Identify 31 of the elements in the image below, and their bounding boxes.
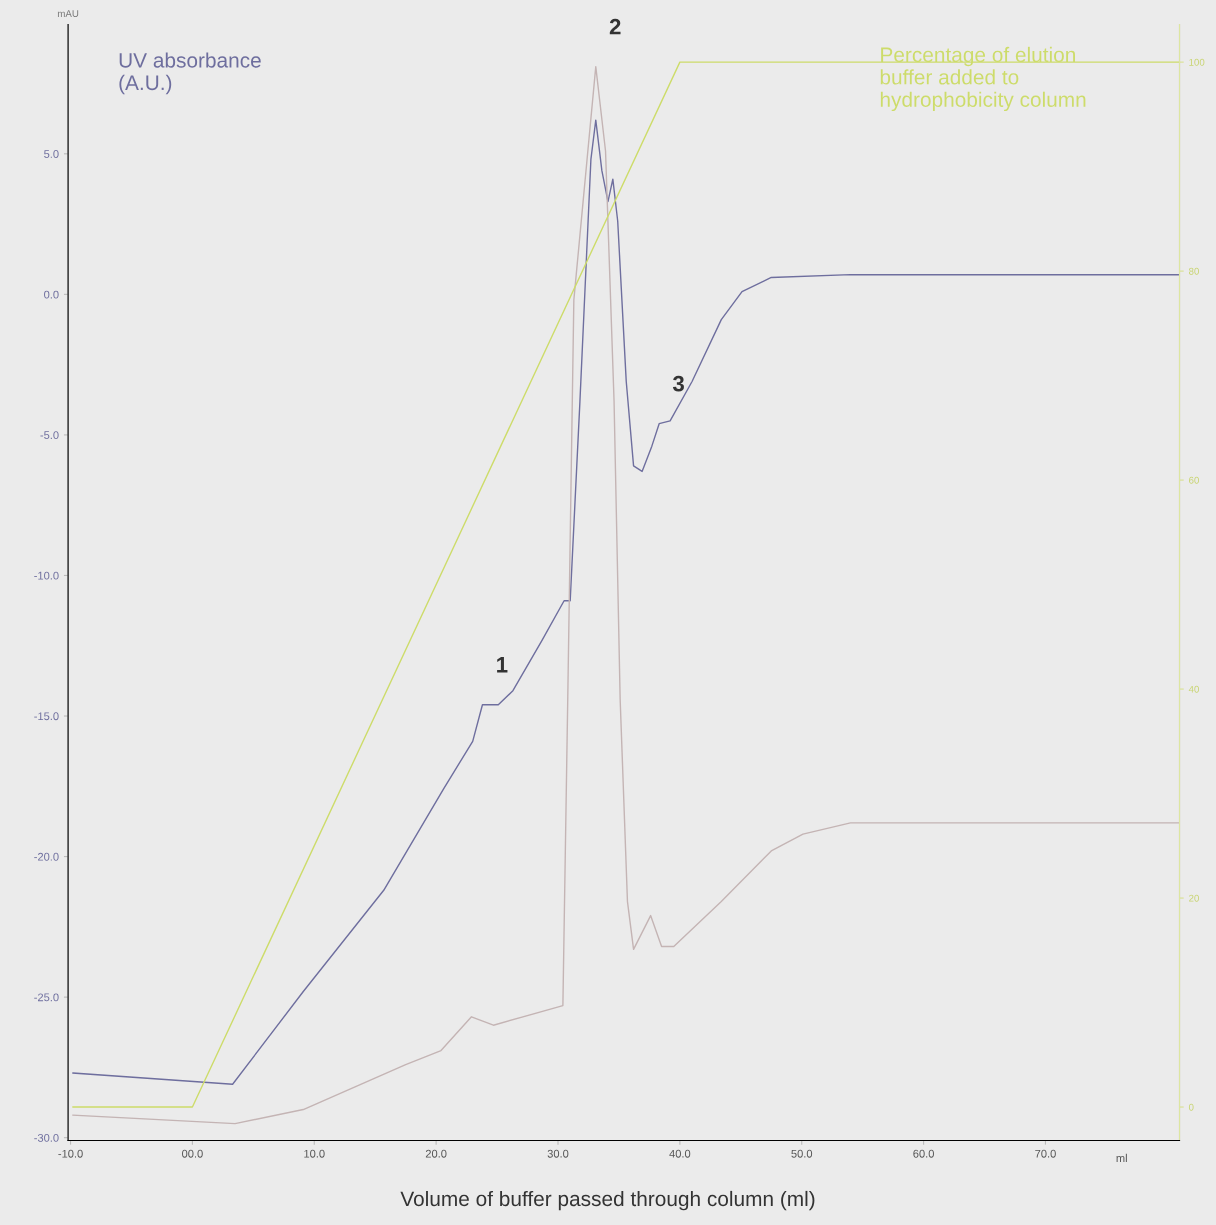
y-tick-label: -20.0 [34, 852, 59, 861]
y-tick-label: -25.0 [34, 993, 59, 1002]
y2-tick-label: 0 [1188, 1103, 1194, 1111]
x-axis-title: Volume of buffer passed through column (ml) [400, 1190, 815, 1211]
y2-axis-title: Percentage of elution buffer added to hydrophobicity column [880, 46, 1086, 112]
y2-tick-label: 20 [1189, 894, 1199, 902]
annotation: 2 [609, 18, 621, 35]
y2-tick-label: 100 [1189, 58, 1205, 66]
y-tick-label: -15.0 [34, 712, 59, 721]
y2-tick-label: 80 [1188, 267, 1199, 275]
x-tick-label: 70.0 [1035, 1149, 1056, 1158]
y-tick-label: 0.0 [44, 290, 59, 299]
x-tick-label: 00.0 [182, 1149, 203, 1158]
y2-tick-label: 40 [1188, 685, 1199, 693]
text: mAU [57, 10, 79, 17]
x-tick-label: -10.0 [58, 1149, 83, 1158]
x-tick-label: 10.0 [304, 1149, 325, 1158]
annotation: 1 [497, 657, 508, 673]
y2-tick-label: 60 [1189, 476, 1199, 484]
annotation: 3 [672, 375, 684, 392]
y-tick-label: 5.0 [44, 150, 59, 158]
x-tick-label: 30.0 [547, 1149, 569, 1158]
text: ml [1116, 1153, 1127, 1162]
y-axis-title: UV absorbance (A.U.) [119, 52, 261, 95]
y-tick-label: -10.0 [34, 571, 59, 580]
x-tick-label: 20.0 [425, 1149, 447, 1158]
y-tick-label: -5.0 [40, 431, 59, 440]
x-tick-label: 60.0 [913, 1149, 934, 1158]
x-tick-label: 50.0 [791, 1149, 813, 1158]
x-tick-label: 40.0 [669, 1149, 691, 1158]
y-tick-label: -30.0 [34, 1133, 59, 1142]
